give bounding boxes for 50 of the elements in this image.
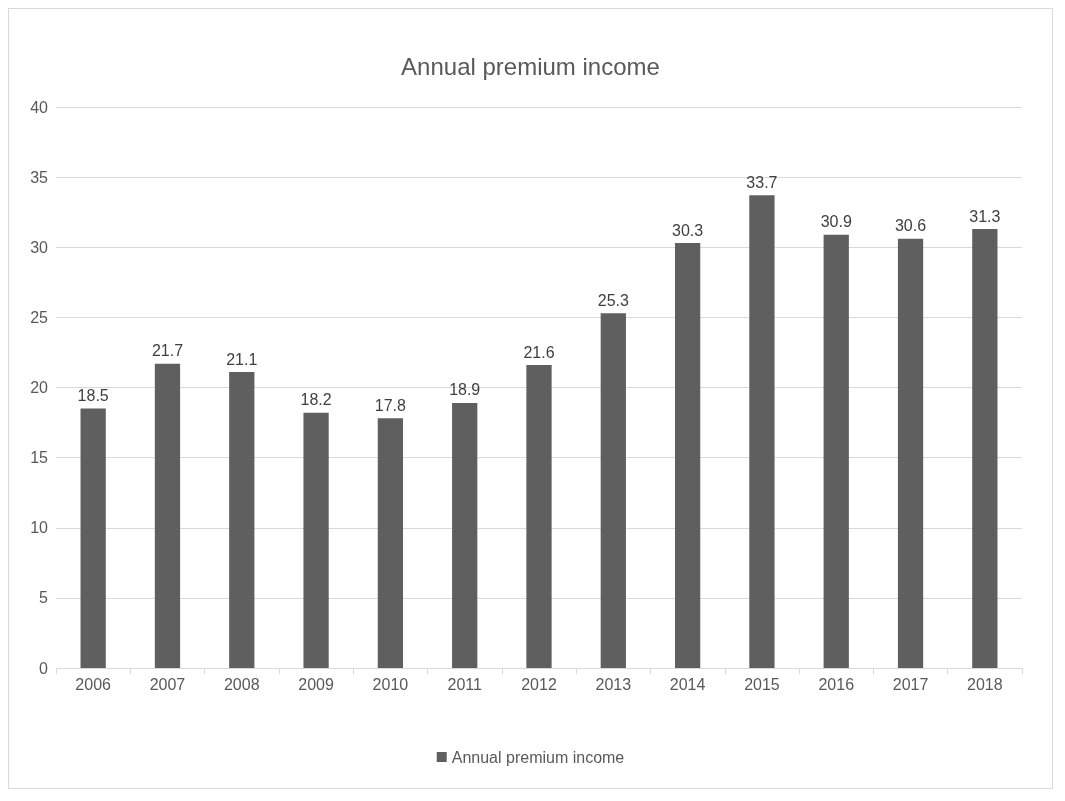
bar: [80, 408, 106, 668]
data-label: 17.8: [374, 396, 407, 414]
bar: [600, 313, 626, 668]
y-tick-label: 5: [39, 589, 49, 607]
data-label: 18.9: [449, 381, 481, 399]
data-label: 21.7: [151, 342, 184, 360]
data-label: 25.3: [597, 291, 629, 309]
y-tick-label: 15: [30, 449, 49, 467]
bar: [749, 195, 775, 668]
bar: [897, 238, 924, 668]
data-label: 21.1: [226, 350, 258, 368]
legend-label: Annual premium income: [451, 748, 625, 766]
bar: [154, 363, 181, 668]
data-label: 30.3: [672, 221, 704, 239]
data-label: 30.6: [894, 217, 927, 235]
data-label: 18.5: [77, 387, 109, 405]
x-tick-label: 2017: [892, 675, 929, 693]
data-label: 18.2: [300, 391, 332, 409]
bar: [972, 229, 998, 668]
x-tick-label: 2015: [744, 675, 780, 693]
y-tick-label: 25: [30, 308, 49, 326]
x-tick-label: 2018: [967, 675, 1003, 693]
x-tick-label: 2014: [669, 675, 706, 693]
x-tick-label: 2011: [447, 675, 482, 693]
x-tick-label: 2016: [818, 675, 855, 693]
bar: [377, 418, 404, 668]
y-tick-label: 30: [30, 238, 49, 256]
x-tick-label: 2008: [223, 675, 260, 693]
x-tick-label: 2007: [149, 675, 186, 693]
x-tick-label: 2010: [372, 675, 409, 693]
y-tick-label: 40: [30, 98, 49, 116]
x-tick-label: 2009: [298, 675, 334, 693]
bar: [526, 365, 552, 668]
data-label: 31.3: [969, 207, 1001, 225]
y-tick-label: 20: [30, 379, 49, 396]
x-tick-label: 2006: [75, 675, 112, 693]
bar: [229, 372, 255, 668]
data-label: 33.7: [746, 173, 778, 191]
y-tick-label: 10: [30, 519, 49, 537]
y-tick-label: 35: [30, 168, 49, 186]
bar: [452, 402, 478, 668]
bar: [303, 412, 329, 668]
y-tick-label: 0: [39, 659, 49, 677]
data-label: 21.6: [523, 343, 555, 361]
x-tick-label: 2012: [521, 675, 557, 693]
data-label: 30.9: [820, 213, 852, 231]
bar: [823, 234, 849, 668]
chart-title: Annual premium income: [401, 52, 660, 80]
x-tick-label: 2013: [595, 675, 632, 693]
bar: [674, 243, 701, 668]
